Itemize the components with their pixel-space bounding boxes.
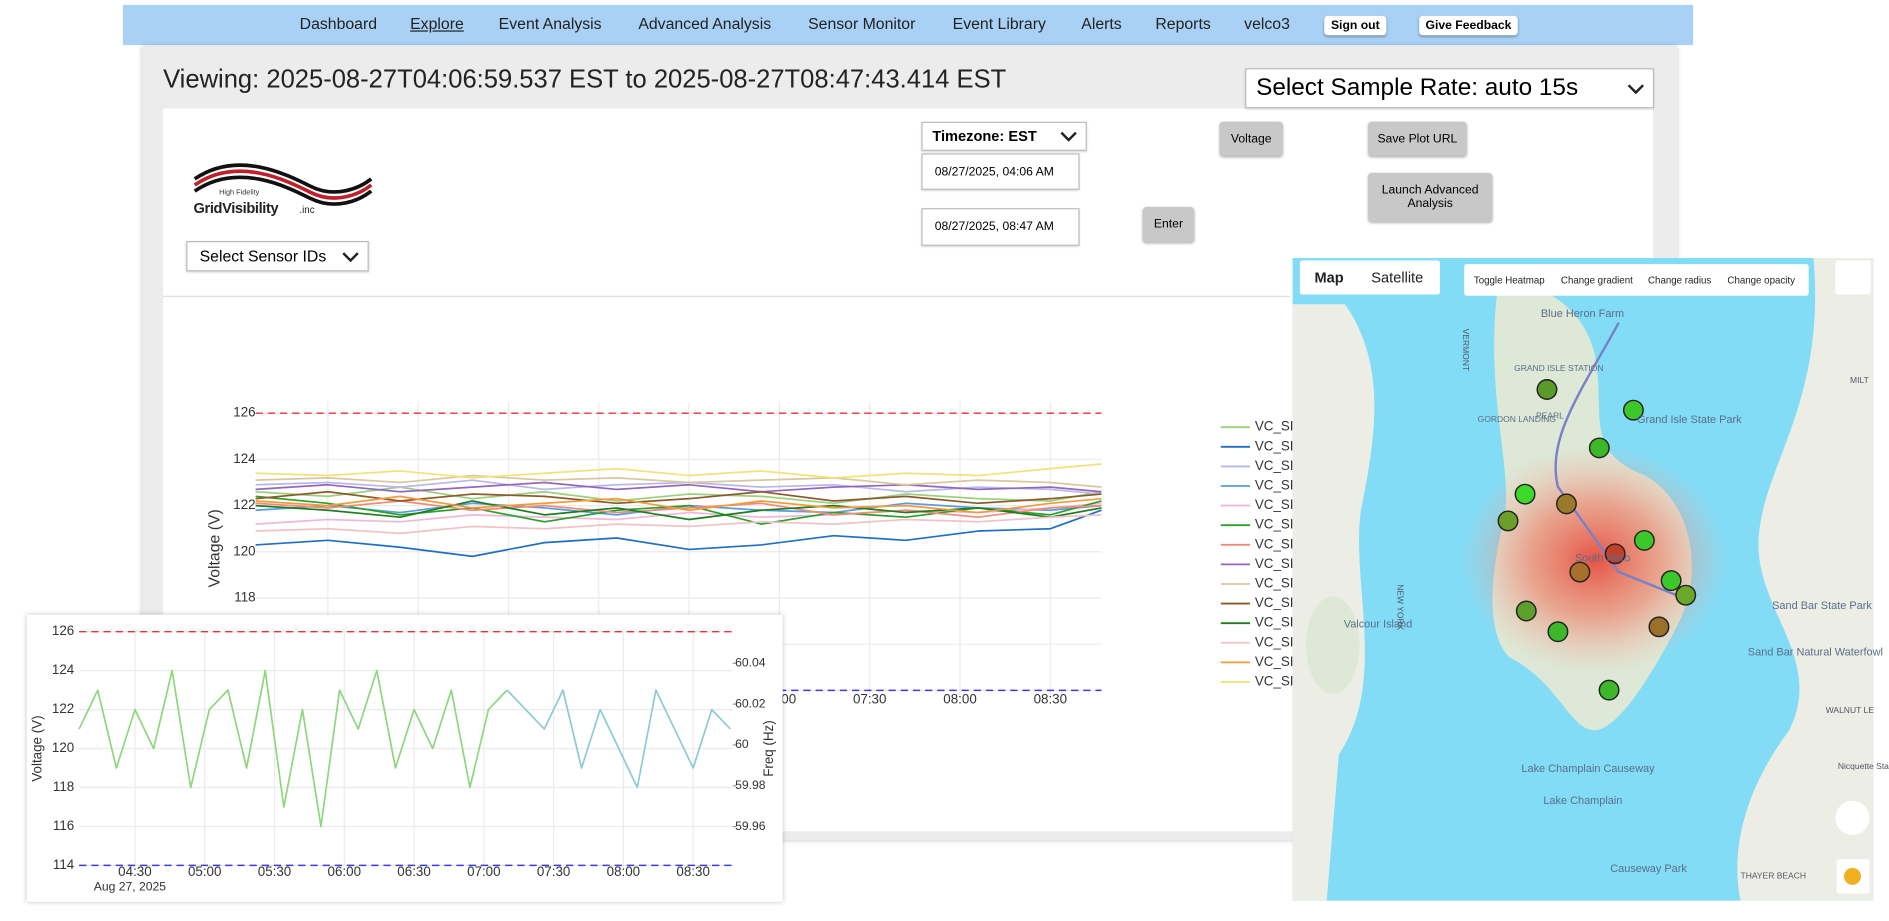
y-tick-label: 126 xyxy=(52,623,74,638)
pegman-icon xyxy=(1843,867,1862,885)
x-tick-label: 04:30 xyxy=(118,864,151,879)
map-label: Sand Bar Natural Waterfowl xyxy=(1748,646,1883,658)
enter-button[interactable]: Enter xyxy=(1142,206,1195,243)
x-tick-label: 07:30 xyxy=(537,864,570,879)
map-label: WALNUT LE xyxy=(1826,705,1875,715)
date-label: Aug 27, 2025 xyxy=(94,880,167,894)
swoosh xyxy=(193,175,373,206)
chevron-path xyxy=(1627,83,1644,94)
x-tick-label: 07:00 xyxy=(467,864,500,879)
nav-link[interactable]: velco3 xyxy=(1244,14,1290,33)
land xyxy=(1737,258,1874,901)
viewing-range: Viewing: 2025-08-27T04:06:59.537 EST to … xyxy=(163,65,1007,94)
x-tick-label: 06:00 xyxy=(328,864,361,879)
map-label: MILT xyxy=(1850,375,1869,385)
map-label: THAYER BEACH xyxy=(1741,871,1807,881)
end-input[interactable]: 08/27/2025, 08:47 AM xyxy=(921,208,1080,246)
swoosh xyxy=(193,163,373,194)
sensor-select[interactable]: Select Sensor IDs xyxy=(186,240,369,272)
swoosh xyxy=(193,169,373,200)
x-tick-label: 06:30 xyxy=(397,864,430,879)
separator xyxy=(163,295,1291,297)
voltage-button[interactable]: Voltage xyxy=(1219,121,1283,156)
nav-button[interactable]: Sign out xyxy=(1324,15,1387,36)
map-label: Causeway Park xyxy=(1610,863,1687,875)
map-label: Nicquette State xyxy=(1838,761,1889,771)
launch-button[interactable]: Launch Advanced Analysis xyxy=(1368,172,1493,222)
nav-link[interactable]: Advanced Analysis xyxy=(638,14,772,33)
nav-button[interactable]: Give Feedback xyxy=(1419,15,1518,36)
chevron xyxy=(1060,131,1077,142)
nav-link[interactable]: Explore xyxy=(410,14,464,33)
y-tick-label: 114 xyxy=(53,857,75,872)
logo-swoosh xyxy=(193,163,373,206)
x-tick-label: 08:00 xyxy=(607,864,640,879)
map-label: Sand Bar State Park xyxy=(1772,600,1872,612)
x-tick-label: 08:30 xyxy=(676,864,709,879)
y-tick-label: 118 xyxy=(53,779,74,794)
fullscreen-button[interactable] xyxy=(1835,260,1871,295)
chevron-path xyxy=(342,251,359,262)
timezone-select[interactable]: Timezone: EST xyxy=(921,121,1087,151)
start-input[interactable]: 08/27/2025, 04:06 AM xyxy=(921,153,1080,190)
nav-link[interactable]: Event Library xyxy=(952,14,1046,33)
y-axis-label: Voltage (V) xyxy=(29,715,44,781)
nav-link[interactable]: Alerts xyxy=(1081,14,1122,33)
nav-link[interactable]: Sensor Monitor xyxy=(808,14,916,33)
logo-name: GridVisibility xyxy=(193,199,279,217)
sample-rate-select[interactable]: Select Sample Rate: auto 15s xyxy=(1245,68,1655,109)
nav-link[interactable]: Reports xyxy=(1155,14,1211,33)
zoom-control[interactable] xyxy=(1835,800,1870,835)
map-tool[interactable]: Change opacity xyxy=(1727,276,1795,287)
pegman[interactable] xyxy=(1836,859,1870,894)
logo-suffix: .inc xyxy=(299,204,315,216)
nav-link[interactable]: Event Analysis xyxy=(498,14,602,33)
chevron xyxy=(342,251,359,262)
y-tick-label: 122 xyxy=(52,701,74,716)
x-tick-label: 05:00 xyxy=(188,864,221,879)
y-tick-label: 116 xyxy=(53,818,74,833)
chevron-path xyxy=(1060,131,1077,142)
sensor-marker xyxy=(1675,584,1697,606)
logo-tagline: High Fidelity xyxy=(219,189,260,198)
y-tick-label: 120 xyxy=(52,740,74,755)
chevron xyxy=(1627,83,1644,94)
y-tick-label: 124 xyxy=(52,662,75,677)
save-button[interactable]: Save Plot URL xyxy=(1368,121,1467,156)
nav-link[interactable]: Dashboard xyxy=(299,14,378,33)
x-tick-label: 05:30 xyxy=(258,864,291,879)
